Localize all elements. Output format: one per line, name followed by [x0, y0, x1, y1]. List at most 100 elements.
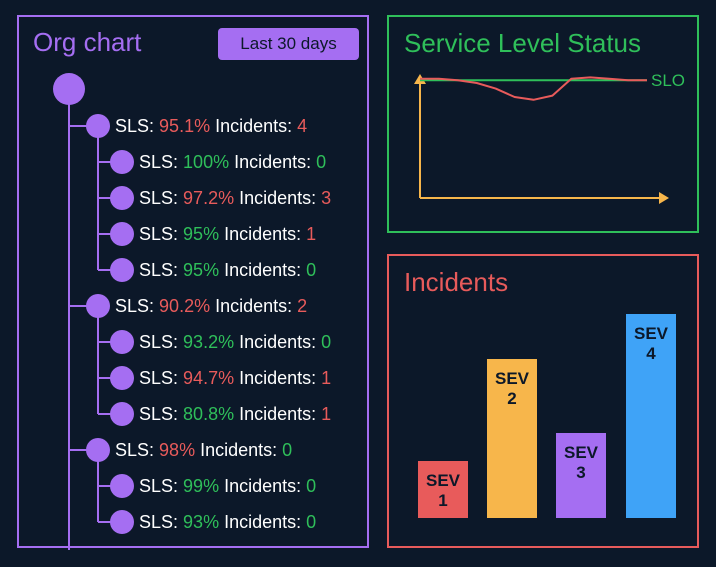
sls-value: 99%: [183, 476, 220, 496]
bar-label-line: 3: [576, 463, 586, 482]
child-stats-label: SLS: 99% Incidents: 0: [139, 475, 316, 497]
incident-bar[interactable]: SEV 1: [418, 461, 468, 518]
incident-bar-label: SEV 4: [626, 324, 676, 364]
incidents-value: 0: [306, 260, 317, 280]
sls-value: 93.2%: [183, 332, 235, 352]
sls-prefix: SLS:: [115, 116, 155, 136]
child-stats-label: SLS: 100% Incidents: 0: [139, 151, 326, 173]
group-stats-label: SLS: 95.1% Incidents: 4: [115, 115, 307, 137]
sls-prefix: SLS:: [139, 260, 179, 280]
org-child-node[interactable]: [110, 222, 134, 246]
child-stats-label: SLS: 94.7% Incidents: 1: [139, 367, 331, 389]
child-stats-label: SLS: 93.2% Incidents: 0: [139, 331, 331, 353]
incident-bar-label: SEV 3: [556, 443, 606, 483]
sls-value: 98%: [159, 440, 196, 460]
sls-prefix: SLS:: [115, 296, 155, 316]
incidents-value: 3: [321, 188, 332, 208]
bar-label-line: SEV: [563, 443, 599, 462]
incidents-value: 0: [306, 512, 317, 532]
sls-value: 90.2%: [159, 296, 211, 316]
service-level-chart: SLO: [414, 71, 685, 204]
child-stats-label: SLS: 80.8% Incidents: 1: [139, 403, 331, 425]
incidents-prefix: Incidents:: [215, 116, 293, 136]
incident-bar[interactable]: SEV 2: [487, 359, 537, 518]
bar-label-line: 1: [438, 491, 448, 511]
bar-label-line: SEV: [633, 324, 669, 343]
org-child-node[interactable]: [110, 402, 134, 426]
org-child-node[interactable]: [110, 186, 134, 210]
sls-value: 97.2%: [183, 188, 235, 208]
org-chart-title: Org chart: [33, 27, 142, 57]
org-child-node[interactable]: [110, 474, 134, 498]
x-axis-arrow: [659, 192, 669, 204]
org-group-node[interactable]: [86, 294, 110, 318]
sls-prefix: SLS:: [139, 368, 179, 388]
org-chart-panel: Org chart Last 30 days SLS: 95.1% Incide…: [17, 15, 369, 550]
incidents-prefix: Incidents:: [239, 188, 317, 208]
incidents-prefix: Incidents:: [239, 404, 317, 424]
sls-prefix: SLS:: [139, 152, 179, 172]
incidents-value: 1: [306, 224, 317, 244]
date-range-button[interactable]: Last 30 days: [218, 28, 359, 60]
sls-prefix: SLS:: [139, 512, 179, 532]
sls-prefix: SLS:: [115, 440, 155, 460]
incident-bar-label: SEV 1: [418, 471, 468, 511]
incident-bar[interactable]: SEV 3: [556, 433, 606, 518]
group-stats-label: SLS: 98% Incidents: 0: [115, 439, 292, 461]
incidents-value: 4: [297, 116, 308, 136]
incidents-value: 0: [316, 152, 327, 172]
child-stats-label: SLS: 93% Incidents: 0: [139, 511, 316, 533]
bar-label-line: SEV: [494, 369, 530, 389]
incidents-panel: Incidents SEV 1 SEV 2 SEV 3 SEV 4: [387, 254, 699, 548]
incidents-value: 1: [321, 368, 332, 388]
incidents-value: 0: [321, 332, 332, 352]
incidents-value: 2: [297, 296, 308, 316]
org-child-node[interactable]: [110, 150, 134, 174]
incidents-value: 0: [306, 476, 317, 496]
incidents-prefix: Incidents:: [200, 440, 278, 460]
incidents-prefix: Incidents:: [224, 260, 302, 280]
incidents-title: Incidents: [404, 267, 509, 297]
org-child-node[interactable]: [110, 510, 134, 534]
sls-value: 95.1%: [159, 116, 211, 136]
bar-label-line: 4: [646, 344, 656, 363]
sls-prefix: SLS:: [139, 332, 179, 352]
child-stats-label: SLS: 95% Incidents: 0: [139, 259, 316, 281]
sls-value: 95%: [183, 260, 220, 280]
incidents-prefix: Incidents:: [224, 512, 302, 532]
sls-prefix: SLS:: [139, 188, 179, 208]
incident-bar[interactable]: SEV 4: [626, 314, 676, 518]
service-level-panel: Service Level Status SLO: [387, 15, 699, 233]
incidents-prefix: Incidents:: [234, 152, 312, 172]
org-root-node[interactable]: [53, 73, 85, 105]
child-stats-label: SLS: 97.2% Incidents: 3: [139, 187, 331, 209]
incident-bar-label: SEV 2: [487, 369, 537, 409]
service-level-title: Service Level Status: [404, 28, 642, 58]
sls-value: 100%: [183, 152, 230, 172]
org-group-node[interactable]: [86, 114, 110, 138]
org-group-node[interactable]: [86, 438, 110, 462]
org-child-node[interactable]: [110, 258, 134, 282]
sls-prefix: SLS:: [139, 224, 179, 244]
org-child-node[interactable]: [110, 366, 134, 390]
sls-prefix: SLS:: [139, 476, 179, 496]
sls-value: 93%: [183, 512, 220, 532]
org-child-node[interactable]: [110, 330, 134, 354]
incidents-value: 1: [321, 404, 332, 424]
sls-prefix: SLS:: [139, 404, 179, 424]
incidents-prefix: Incidents:: [224, 224, 302, 244]
incidents-value: 0: [282, 440, 293, 460]
incidents-prefix: Incidents:: [239, 332, 317, 352]
incidents-prefix: Incidents:: [215, 296, 293, 316]
incidents-prefix: Incidents:: [239, 368, 317, 388]
bar-label-line: 2: [507, 389, 517, 409]
sls-value: 80.8%: [183, 404, 235, 424]
bar-label-line: SEV: [425, 471, 461, 491]
sls-value: 95%: [183, 224, 220, 244]
slo-annotation: SLO: [651, 71, 685, 90]
service-level-line: [420, 76, 647, 101]
group-stats-label: SLS: 90.2% Incidents: 2: [115, 295, 307, 317]
child-stats-label: SLS: 95% Incidents: 1: [139, 223, 316, 245]
sls-value: 94.7%: [183, 368, 235, 388]
incidents-prefix: Incidents:: [224, 476, 302, 496]
